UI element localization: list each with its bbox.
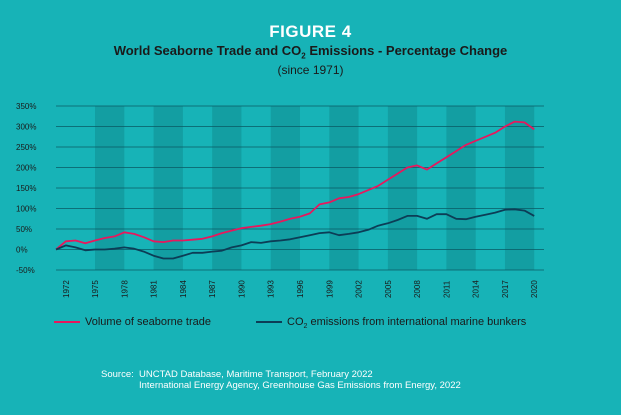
y-axis-ticks: -50% 0% 50% 100% 150% 200% 250% 300% 350% — [16, 102, 36, 275]
x-tick-label: 2020 — [530, 280, 539, 298]
series-line-trade — [55, 120, 535, 251]
y-tick-label: 350% — [16, 102, 36, 111]
y-tick-label: 50% — [16, 225, 32, 234]
series-lines — [55, 120, 535, 260]
chart-title: World Seaborne Trade and CO2 Emissions -… — [113, 43, 508, 61]
y-tick-label: 300% — [16, 123, 36, 132]
x-tick-label: 1999 — [325, 280, 334, 298]
source-note: Source: UNCTAD Database, Maritime Transpo… — [101, 369, 461, 391]
y-tick-label: 250% — [16, 143, 36, 152]
x-tick-label: 1981 — [150, 280, 159, 298]
x-tick-label: 1978 — [120, 280, 129, 298]
x-tick-label: 2005 — [384, 280, 393, 298]
x-tick-label: 1972 — [62, 280, 71, 298]
x-axis-ticks: 1972 1975 1978 1981 1984 1987 1990 1993 1996 1999… — [62, 280, 539, 298]
legend-swatch-co2 — [256, 321, 282, 324]
x-tick-label: 2008 — [413, 280, 422, 298]
legend-label-co2: CO2 emissions from international marine … — [287, 316, 527, 331]
y-tick-label: 150% — [16, 184, 36, 193]
x-tick-label: 2017 — [501, 280, 510, 298]
x-tick-label: 1975 — [91, 280, 100, 298]
x-tick-label: 1984 — [179, 280, 188, 298]
series-line-co2 — [55, 208, 535, 260]
source-line-1: UNCTAD Database, Maritime Transport, Feb… — [139, 369, 373, 380]
figure-label: FIGURE 4 — [269, 22, 352, 41]
x-tick-label: 2011 — [442, 280, 451, 298]
y-tick-label: 0% — [16, 246, 28, 255]
x-tick-label: 1996 — [296, 280, 305, 298]
line-chart: -50%0%50%100%150%200%250%300%350% 1972 19… — [16, 102, 544, 298]
legend-swatch-trade — [54, 321, 80, 324]
x-tick-label: 2014 — [472, 280, 481, 298]
x-tick-label: 1987 — [208, 280, 217, 298]
legend-label-trade: Volume of seaborne trade — [85, 316, 211, 328]
x-tick-label: 1993 — [267, 280, 276, 298]
y-tick-label: 200% — [16, 164, 36, 173]
source-key: Source: — [101, 369, 134, 380]
y-tick-label: -50% — [16, 266, 35, 275]
source-line-2: International Energy Agency, Greenhouse … — [139, 380, 461, 391]
x-tick-label: 1990 — [237, 280, 246, 298]
x-tick-label: 2002 — [355, 280, 364, 298]
legend-item-co2: CO2 emissions from international marine … — [256, 316, 526, 330]
legend-item-trade: Volume of seaborne trade — [54, 316, 211, 328]
chart-subtitle: (since 1971) — [277, 63, 344, 77]
y-tick-label: 100% — [16, 205, 36, 214]
